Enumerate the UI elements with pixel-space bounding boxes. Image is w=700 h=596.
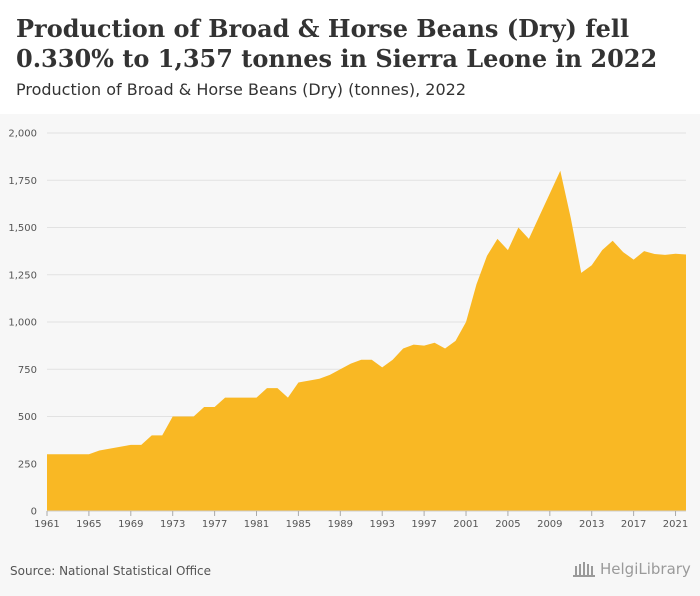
y-tick-label: 1,250 <box>8 270 37 281</box>
x-tick-label: 1961 <box>34 519 59 530</box>
x-tick-label: 1977 <box>202 519 227 530</box>
y-tick-label: 250 <box>18 459 37 470</box>
x-tick-label: 1973 <box>160 519 185 530</box>
y-tick-label: 1,500 <box>8 223 37 234</box>
x-tick-label: 1997 <box>411 519 436 530</box>
y-tick-label: 1,000 <box>8 318 37 329</box>
y-tick-label: 0 <box>31 507 37 518</box>
y-tick-label: 750 <box>18 365 37 376</box>
x-tick-label: 2009 <box>537 519 562 530</box>
chart-panel: 0 250 500 750 1,000 1,250 1,500 1,750 2,000 1961 1… <box>0 114 700 596</box>
brand-logo[interactable]: HelgiLibrary <box>572 560 691 578</box>
x-tick-label: 2013 <box>579 519 604 530</box>
series-area <box>47 170 686 512</box>
library-building-icon <box>573 562 595 577</box>
x-tick-label: 2001 <box>453 519 478 530</box>
x-tick-label: 1993 <box>369 519 394 530</box>
x-tick-label: 1985 <box>286 519 311 530</box>
chart-title: Production of Broad & Horse Beans (Dry) … <box>16 14 658 73</box>
y-tick-label: 2,000 <box>8 129 37 140</box>
x-tick-label: 1981 <box>244 519 269 530</box>
x-tick-label: 1965 <box>76 519 101 530</box>
y-tick-label: 1,750 <box>8 176 37 187</box>
x-tick-label: 1969 <box>118 519 143 530</box>
x-tick-label: 2021 <box>663 519 688 530</box>
brand-name: HelgiLibrary <box>600 560 691 578</box>
area-chart: 0 250 500 750 1,000 1,250 1,500 1,750 2,000 1961 1… <box>8 129 688 531</box>
x-tick-label: 2017 <box>621 519 646 530</box>
source-note: Source: National Statistical Office <box>10 564 212 578</box>
x-tick-label: 2005 <box>495 519 520 530</box>
x-tick-label: 1989 <box>328 519 353 530</box>
chart-subtitle: Production of Broad & Horse Beans (Dry) … <box>16 80 467 99</box>
y-tick-label: 500 <box>18 412 37 423</box>
